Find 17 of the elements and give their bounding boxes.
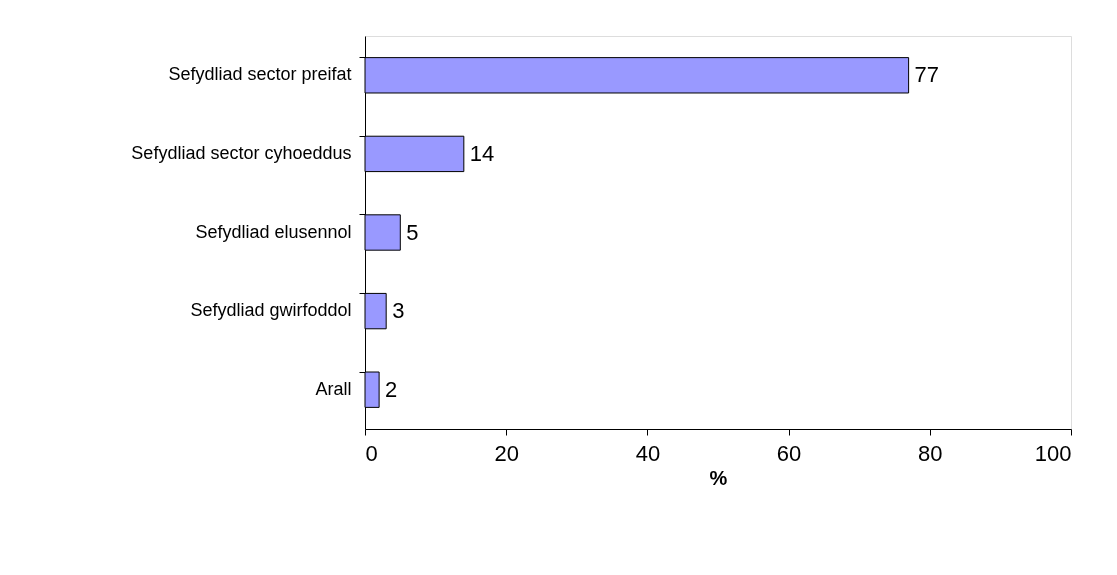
data-label: 77 bbox=[914, 62, 940, 88]
y-tick-label: Sefydliad sector cyhoeddus bbox=[131, 142, 352, 163]
data-label: 5 bbox=[406, 219, 419, 245]
y-tick-label: Sefydliad elusennol bbox=[195, 221, 352, 242]
data-label: 2 bbox=[385, 376, 398, 402]
x-axis-title: % bbox=[709, 466, 728, 489]
x-tick-label: 80 bbox=[918, 440, 943, 466]
y-tick-label: Arall bbox=[315, 378, 352, 399]
x-tick-label: 40 bbox=[635, 440, 661, 466]
y-tick-label: Sefydliad gwirfoddol bbox=[190, 300, 352, 321]
x-tick-label: 60 bbox=[776, 440, 802, 466]
x-tick-label: 100 bbox=[1034, 440, 1072, 466]
x-tick-label: 20 bbox=[494, 440, 519, 466]
y-tick-label: Sefydliad sector preifat bbox=[168, 64, 352, 85]
data-label: 14 bbox=[469, 140, 495, 166]
x-tick-label: 0 bbox=[365, 440, 378, 466]
data-label: 3 bbox=[392, 298, 405, 324]
